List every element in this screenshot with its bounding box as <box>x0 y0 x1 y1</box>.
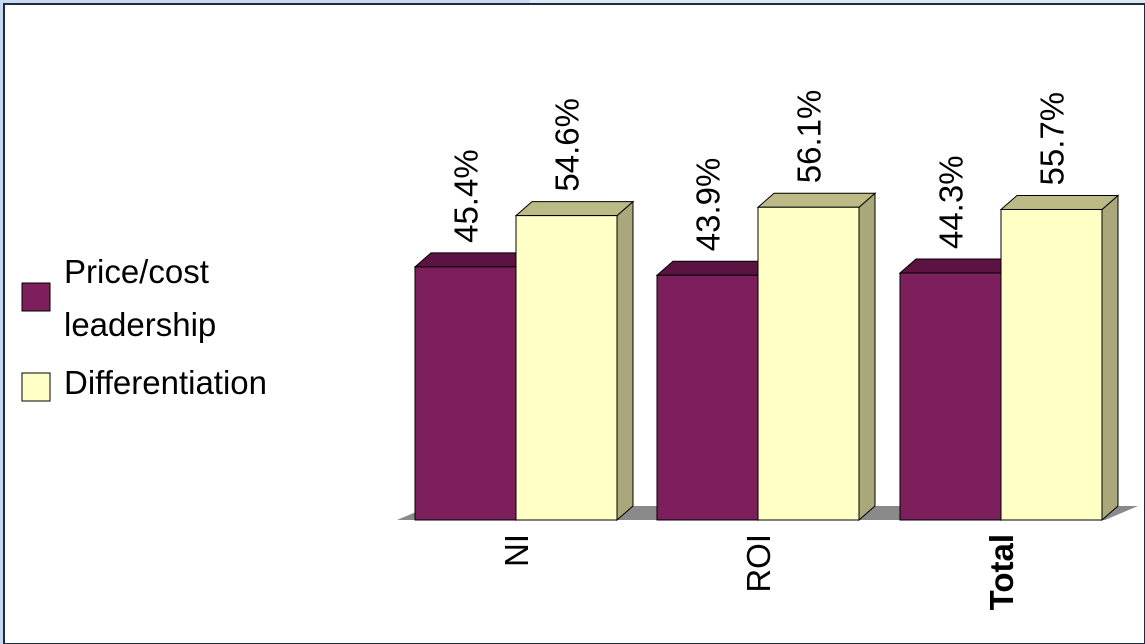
bar-top-face <box>415 253 532 267</box>
legend-label: Price/cost <box>64 253 209 290</box>
category-label-ni: NI <box>498 534 535 567</box>
category-label-total: Total <box>983 534 1020 610</box>
legend-label: leadership <box>64 306 216 343</box>
bar-side-face <box>859 193 875 520</box>
category-label-roi: ROI <box>740 534 777 593</box>
bar-front-face <box>758 207 859 520</box>
value-label-ni-series-0: 45.4% <box>448 149 485 243</box>
bar-front-face <box>900 273 1001 520</box>
legend-label: Differentiation <box>64 364 267 401</box>
legend-swatch <box>22 373 50 401</box>
bar-ni-series-1 <box>516 202 633 520</box>
bar-total-series-0 <box>900 259 1017 520</box>
legend-swatch <box>22 283 50 311</box>
bar-top-face <box>900 259 1017 273</box>
bars-layer <box>415 193 1118 520</box>
value-label-total-series-1: 55.7% <box>1034 92 1071 186</box>
bar-side-face <box>1102 195 1118 520</box>
bar-roi-series-0 <box>657 261 774 520</box>
value-label-roi-series-1: 56.1% <box>791 90 828 184</box>
bar-front-face <box>1001 209 1102 520</box>
value-label-total-series-0: 44.3% <box>933 155 970 249</box>
value-label-roi-series-0: 43.9% <box>690 158 727 252</box>
value-label-ni-series-1: 54.6% <box>549 98 586 192</box>
bar-front-face <box>657 275 758 520</box>
bar-front-face <box>415 267 516 520</box>
bar-roi-series-1 <box>758 193 875 520</box>
bar-total-series-1 <box>1001 195 1118 520</box>
bar-ni-series-0 <box>415 253 532 520</box>
bar-side-face <box>617 202 633 520</box>
bar-top-face <box>516 202 633 216</box>
bar-top-face <box>1001 195 1118 209</box>
bar-front-face <box>516 216 617 520</box>
bar-top-face <box>657 261 774 275</box>
title-strip <box>530 0 1145 3</box>
bar-top-face <box>758 193 875 207</box>
